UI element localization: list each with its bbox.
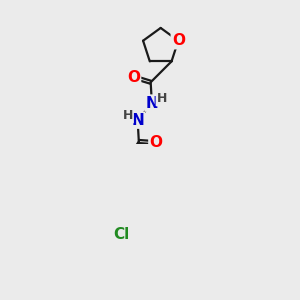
Text: H: H xyxy=(157,92,167,105)
Text: Cl: Cl xyxy=(113,227,130,242)
Text: O: O xyxy=(127,70,140,85)
Text: O: O xyxy=(149,135,162,150)
Text: H: H xyxy=(122,110,133,122)
Text: O: O xyxy=(172,33,185,48)
Text: N: N xyxy=(131,113,144,128)
Text: N: N xyxy=(146,96,158,111)
